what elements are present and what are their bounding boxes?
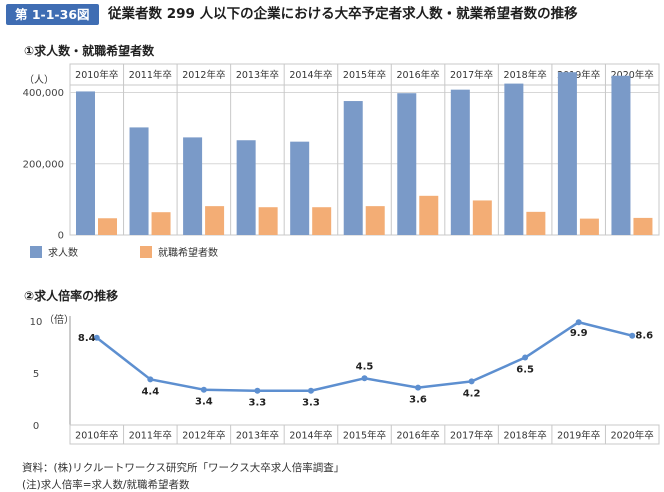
bar-y-tick-label: 400,000	[23, 88, 64, 99]
ratio-point	[361, 375, 368, 382]
bar-seekers	[312, 207, 332, 235]
bar-jobs	[504, 83, 524, 235]
bar-jobs	[183, 137, 203, 235]
bar-y-tick-label: 200,000	[23, 159, 64, 170]
bar-chart: 0 200,000 400,000 2010年卒 2011年卒 2012年卒 2013年卒 2…	[23, 63, 660, 242]
figure-title: 従業者数 299 人以下の企業における大卒予定者求人数・就業希望者数の推移	[108, 6, 578, 22]
bar-category-label: 2012年卒	[182, 69, 225, 81]
bar-category-label: 2010年卒	[75, 69, 118, 81]
bar-seekers	[151, 212, 171, 235]
bar-chart-title: ①求人数・就職希望者数	[24, 44, 155, 58]
source-note: 資料：(株)リクルートワークス研究所「ワークス大卒求人倍率調査」	[22, 462, 345, 474]
bar-category-label: 2011年卒	[129, 69, 172, 81]
ratio-data-label: 8.6	[635, 331, 653, 342]
bar-jobs	[611, 75, 631, 235]
ratio-data-label: 9.9	[570, 328, 588, 339]
legend-jobs-swatch	[30, 246, 42, 258]
ratio-point	[522, 354, 529, 361]
line-y-tick-label: 5	[33, 369, 39, 380]
bar-jobs	[450, 89, 470, 236]
legend-jobs-label: 求人数	[48, 248, 78, 259]
line-category-label: 2011年卒	[129, 430, 172, 442]
bar-y-tick-label: 0	[58, 231, 64, 242]
line-chart: 0 5 10 2010年卒 2011年卒 2012年卒 2013年卒 2014年卒 2015年卒…	[30, 316, 660, 445]
ratio-data-label: 3.6	[409, 395, 427, 406]
bar-category-label: 2017年卒	[450, 69, 493, 81]
line-category-label: 2018年卒	[504, 430, 547, 442]
line-chart-title: ②求人倍率の推移	[24, 289, 119, 303]
ratio-data-label: 3.3	[249, 398, 267, 409]
line-category-label: 2015年卒	[343, 430, 386, 442]
line-category-label: 2014年卒	[289, 430, 332, 442]
line-category-label: 2017年卒	[450, 430, 493, 442]
ratio-data-label: 6.5	[516, 365, 534, 376]
bar-seekers	[526, 211, 546, 235]
bar-seekers	[365, 206, 385, 235]
ratio-data-label: 4.4	[141, 386, 159, 397]
bar-seekers	[472, 200, 492, 235]
figure-number-badge: 第 1-1-36図	[6, 4, 99, 25]
line-y-tick-label: 0	[33, 421, 39, 432]
line-category-label: 2016年卒	[396, 430, 439, 442]
line-category-label: 2019年卒	[557, 430, 600, 442]
line-category-label: 2020年卒	[611, 430, 654, 442]
bar-jobs	[557, 72, 577, 235]
bar-chart-y-unit: （人）	[24, 75, 54, 86]
legend-seekers-label: 就職希望者数	[158, 248, 218, 259]
bar-seekers	[419, 195, 439, 235]
ratio-point	[307, 387, 314, 394]
ratio-data-label: 8.4	[78, 333, 96, 344]
ratio-point	[575, 319, 582, 326]
ratio-point	[93, 334, 100, 341]
bar-category-label: 2015年卒	[343, 69, 386, 81]
ratio-point	[254, 387, 261, 394]
bar-category-label: 2016年卒	[396, 69, 439, 81]
ratio-data-label: 3.3	[302, 398, 320, 409]
bar-jobs	[236, 140, 256, 235]
bar-seekers	[633, 217, 653, 235]
bar-seekers	[579, 218, 599, 235]
legend-seekers: 就職希望者数	[140, 246, 218, 260]
legend-jobs: 求人数	[30, 246, 78, 260]
line-category-label: 2010年卒	[75, 430, 118, 442]
line-category-label: 2012年卒	[182, 430, 225, 442]
bar-jobs	[397, 93, 417, 236]
ratio-point	[468, 378, 475, 385]
line-y-tick-label: 10	[30, 317, 43, 328]
ratio-point	[415, 384, 422, 391]
bar-jobs	[76, 91, 95, 236]
bar-jobs	[129, 127, 149, 235]
bar-seekers	[258, 207, 278, 235]
line-category-label: 2013年卒	[236, 430, 279, 442]
ratio-point	[200, 386, 207, 393]
line-category-band	[69, 424, 660, 445]
figure-header: 第 1-1-36図 従業者数 299 人以下の企業における大卒予定者求人数・就業…	[0, 0, 664, 28]
bar-category-label: 2014年卒	[289, 69, 332, 81]
footnote: (注)求人倍率=求人数/就職希望者数	[22, 479, 190, 491]
bar-seekers	[205, 206, 225, 235]
line-chart-y-unit: （倍）	[44, 315, 74, 326]
bar-plot-frame	[69, 63, 660, 236]
ratio-data-label: 3.4	[195, 397, 213, 408]
ratio-point	[629, 332, 636, 339]
ratio-data-label: 4.2	[463, 388, 481, 399]
bar-jobs	[343, 101, 363, 235]
legend-seekers-swatch	[140, 246, 152, 258]
bar-category-label: 2018年卒	[504, 69, 547, 81]
ratio-data-label: 4.5	[356, 361, 374, 372]
ratio-point	[147, 376, 154, 383]
bar-jobs	[290, 141, 310, 235]
bar-category-label: 2013年卒	[236, 69, 279, 81]
bar-seekers	[98, 218, 117, 235]
